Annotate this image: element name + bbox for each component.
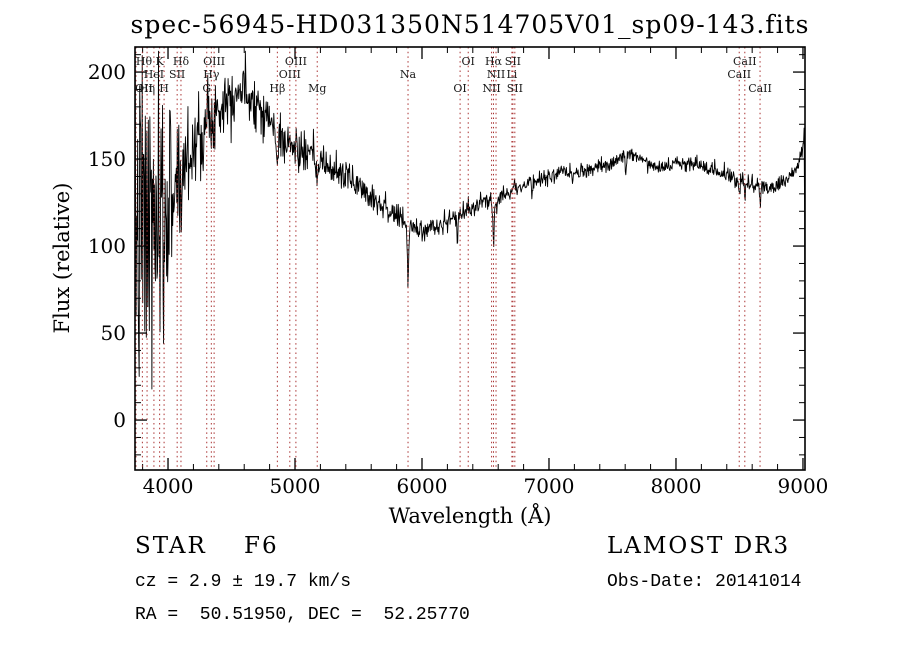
y-axis-label: Flux (relative) [50,182,74,334]
spectral-line-label: Hγ [203,68,220,81]
spectral-line-label: HeI [144,68,164,81]
y-tick-label: 0 [113,408,126,432]
spectral-line-label: OII [135,82,153,95]
spectral-line-label: NII [487,68,505,81]
spectral-line-label: Hα [485,55,503,68]
spectral-line-label: Na [400,68,417,81]
spectrum-trace [134,50,806,390]
y-tick-label: 100 [88,234,126,258]
ra-dec-label: RA = 50.51950, DEC = 52.25770 [135,605,470,625]
spectral-line-label: SII [169,68,185,81]
x-tick-label: 4000 [143,474,194,498]
spectral-line-label: OI [453,82,466,95]
spectral-line-label: Mg [308,82,326,95]
spectral-line-label: Hβ [269,82,285,95]
spectral-line-label: Hδ [173,55,190,68]
survey-label: LAMOST DR3 [607,533,791,559]
spectral-line-label: Li [506,68,517,81]
spectral-line-label: OIII [279,68,301,81]
x-tick-label: 6000 [397,474,448,498]
spectral-line-label: K [156,55,165,68]
spectral-line-label: OIII [285,55,307,68]
spectral-line-label: CaII [733,55,757,68]
spectral-line-label: Hθ [136,55,153,68]
x-tick-label: 8000 [651,474,702,498]
spectral-line-label: OI [462,55,475,68]
x-tick-label: 7000 [524,474,575,498]
spectral-line-label: H [159,82,169,95]
y-tick-label: 200 [88,60,126,84]
spectral-line-label: G [202,82,211,95]
object-class-label: STAR F6 [135,533,279,559]
spectral-line-label: SII [505,55,521,68]
spectral-line-label: OIII [203,55,225,68]
x-tick-label: 5000 [270,474,321,498]
y-tick-label: 150 [88,147,126,171]
obs-date-label: Obs-Date: 20141014 [607,572,802,592]
spectral-line-label: NII [482,82,500,95]
spectral-line-label: Hη [139,82,155,95]
cz-value-label: cz = 2.9 ± 19.7 km/s [135,572,352,592]
y-tick-label: 50 [101,321,126,345]
plot-frame [134,46,806,471]
x-tick-label: 9000 [778,474,829,498]
x-axis-label: Wavelength (Å) [388,504,552,528]
spectral-line-label: CaII [748,82,772,95]
plot-title: spec-56945-HD031350N514705V01_sp09-143.f… [130,10,810,39]
spectral-line-label: SII [507,82,523,95]
spectral-line-label: CaII [727,68,751,81]
